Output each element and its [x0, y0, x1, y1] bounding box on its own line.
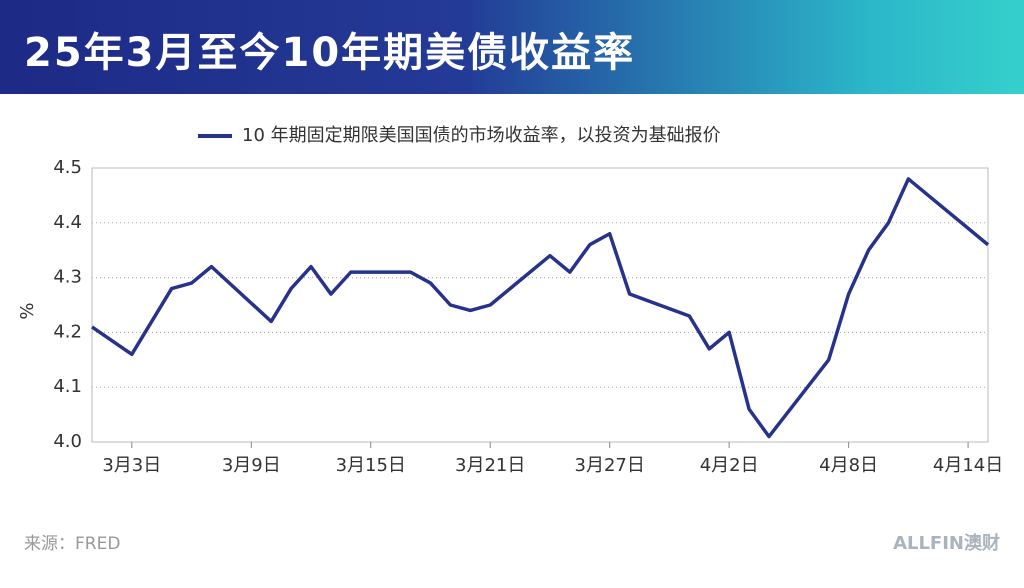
- y-axis-label: %: [17, 302, 38, 319]
- brand: ALLFIN澳财: [893, 532, 1000, 554]
- y-tick-label: 4.2: [53, 321, 82, 342]
- line: [91, 177, 990, 439]
- x-tick-label: 3月9日: [222, 455, 281, 476]
- y-tick-label: 4.0: [53, 431, 82, 452]
- x-tick-label: 3月15日: [336, 455, 406, 476]
- source: 来源：FRED: [24, 534, 120, 554]
- title: 25年3月至今10年期美债收益率: [24, 30, 636, 76]
- x-tick-label: 4月14日: [933, 455, 1003, 476]
- y-tick-label: 4.4: [53, 212, 82, 233]
- plot-frame: [91, 167, 989, 443]
- x-tick-label: 4月8日: [819, 455, 878, 476]
- x-tick-label: 4月2日: [700, 455, 759, 476]
- y-tick-label: 4.3: [53, 267, 82, 288]
- y-tick-label: 4.5: [53, 157, 82, 178]
- legend-label: 10 年期固定期限美国国债的市场收益率，以投资为基础报价: [242, 125, 721, 146]
- chart: % 来源：FRED ALLFIN澳财 4.0 4.1 4.2 4.3 4.4 4.5 3月3…: [17, 125, 1003, 554]
- x-tick-label: 3月3日: [102, 455, 161, 476]
- header: 25年3月至今10年期美债收益率: [0, 0, 1024, 94]
- y-tick-label: 4.1: [53, 376, 82, 397]
- x-tick-label: 3月21日: [455, 455, 525, 476]
- x-tick-label: 3月27日: [575, 455, 645, 476]
